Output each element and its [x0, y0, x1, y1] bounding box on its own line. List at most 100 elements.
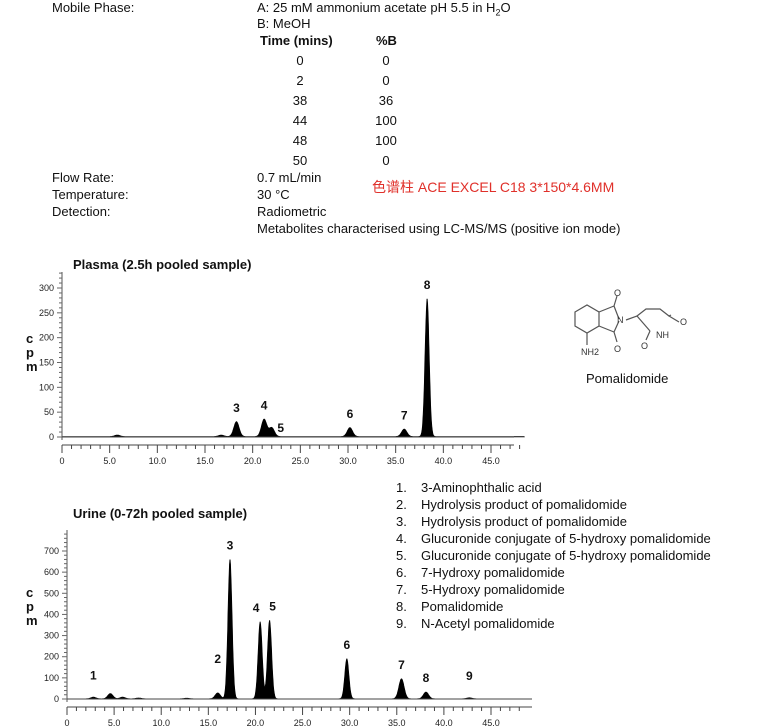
peak-label: 6 [343, 638, 350, 652]
x-tick-label: 45.0 [482, 456, 500, 466]
y-tick-label: 100 [44, 673, 59, 683]
x-tick-label: 20.0 [244, 456, 262, 466]
legend-number: 7. [396, 582, 407, 597]
y-tick-label: 300 [44, 631, 59, 641]
temp-label: Temperature: [52, 187, 129, 202]
chart-1: 0 5.0 10.0 15.0 20.0 25.0 30.0 35.0 40.0 45.0 0 100… [44, 530, 532, 726]
legend-number: 4. [396, 531, 407, 546]
x-tick-label: 10.0 [149, 456, 167, 466]
y-tick-label: 150 [39, 358, 54, 368]
flow-value: 0.7 mL/min [257, 170, 322, 185]
peak-label: 4 [253, 601, 260, 615]
chromatogram-trace [61, 298, 525, 438]
y-tick-label: 0 [49, 432, 54, 442]
peak-label: 7 [398, 658, 405, 672]
mobile-phase-a: A: 25 mM ammonium acetate pH 5.5 in H2O [257, 0, 511, 18]
gradient-cell: 0 [382, 73, 390, 88]
legend-number: 8. [396, 599, 407, 614]
gradient-header-time: Time (mins) [260, 33, 333, 48]
legend-item: 7-Hydroxy pomalidomide [421, 565, 565, 580]
peak-label: 4 [261, 399, 268, 413]
gradient-cell: 0 [296, 53, 304, 68]
gradient-cell: 44 [292, 113, 308, 128]
y-tick-label: 500 [44, 588, 59, 598]
legend-number: 5. [396, 548, 407, 563]
chart-0: 0 5.0 10.0 15.0 20.0 25.0 30.0 35.0 40.0 45.0 0 50 1… [39, 272, 525, 466]
column-note: 色谱柱 ACE EXCEL C18 3*150*4.6MM [372, 179, 615, 195]
gradient-cell: 0 [382, 153, 390, 168]
x-tick-label: 10.0 [152, 718, 170, 726]
peak-label: 8 [423, 671, 430, 685]
legend-number: 2. [396, 497, 407, 512]
gradient-cell: 100 [375, 133, 397, 148]
gradient-cell: 2 [296, 73, 304, 88]
legend-number: 1. [396, 480, 407, 495]
y-tick-label: 300 [39, 283, 54, 293]
x-tick-label: 20.0 [247, 718, 265, 726]
flow-label: Flow Rate: [52, 170, 115, 185]
temp-value: 30 °C [257, 187, 290, 202]
x-tick-label: 30.0 [341, 718, 359, 726]
y-tick-label: 0 [54, 694, 59, 704]
urine-title: Urine (0-72h pooled sample) [73, 506, 248, 521]
y-tick-label: 200 [44, 652, 59, 662]
y-tick-label: 250 [39, 308, 54, 318]
x-tick-label: 30.0 [339, 456, 357, 466]
mobile-phase-b: B: MeOH [257, 16, 311, 31]
structure-name: Pomalidomide [586, 371, 669, 386]
y-tick-label: 100 [39, 382, 54, 392]
x-tick-label: 40.0 [435, 456, 453, 466]
peak-label: 6 [347, 407, 354, 421]
legend-item: Glucuronide conjugate of 5-hydroxy pomal… [421, 548, 711, 563]
detection-value: Radiometric [257, 204, 327, 219]
plasma-title: Plasma (2.5h pooled sample) [73, 257, 252, 272]
legend-item: Pomalidomide [421, 599, 504, 614]
x-tick-label: 5.0 [103, 456, 116, 466]
legend-number: 6. [396, 565, 407, 580]
x-tick-label: 25.0 [294, 718, 312, 726]
y-tick-label: 200 [39, 333, 54, 343]
peak-label: 5 [269, 599, 276, 613]
peak-label: 3 [227, 538, 234, 552]
legend-item: N-Acetyl pomalidomide [421, 616, 555, 631]
peak-label: 5 [277, 421, 284, 435]
peak-label: 1 [90, 668, 97, 682]
x-tick-label: 40.0 [435, 718, 453, 726]
gradient-cell: 48 [292, 133, 308, 148]
y-tick-label: 700 [44, 546, 59, 556]
legend-number: 9. [396, 616, 407, 631]
gradient-cell: 36 [378, 93, 394, 108]
x-tick-label: 0 [59, 456, 64, 466]
y-tick-label: 400 [44, 609, 59, 619]
peak-label: 8 [424, 278, 431, 292]
detection-label: Detection: [52, 204, 111, 219]
x-tick-label: 25.0 [292, 456, 310, 466]
legend-item: 3-Aminophthalic acid [421, 480, 542, 495]
gradient-cell: 100 [375, 113, 397, 128]
x-tick-label: 35.0 [388, 718, 406, 726]
detection-note: Metabolites characterised using LC-MS/MS… [257, 221, 621, 236]
legend-number: 3. [396, 514, 407, 529]
x-tick-label: 15.0 [196, 456, 214, 466]
x-tick-label: 5.0 [108, 718, 121, 726]
gradient-cell: 0 [382, 53, 390, 68]
legend-item: Hydrolysis product of pomalidomide [421, 514, 627, 529]
gradient-cell: 38 [292, 93, 308, 108]
x-tick-label: 15.0 [200, 718, 218, 726]
y-tick-label: 600 [44, 567, 59, 577]
y-tick-label: 50 [44, 407, 54, 417]
gradient-header-b: %B [376, 33, 397, 48]
peak-label: 2 [214, 652, 221, 666]
x-tick-label: 35.0 [387, 456, 405, 466]
x-tick-label: 0 [64, 718, 69, 726]
peak-label: 7 [401, 409, 408, 423]
peak-label: 9 [466, 669, 473, 683]
peak-label: 3 [233, 401, 240, 415]
legend-item: Glucuronide conjugate of 5-hydroxy pomal… [421, 531, 711, 546]
gradient-cell: 50 [292, 153, 308, 168]
legend-item: 5-Hydroxy pomalidomide [421, 582, 565, 597]
legend-item: Hydrolysis product of pomalidomide [421, 497, 627, 512]
